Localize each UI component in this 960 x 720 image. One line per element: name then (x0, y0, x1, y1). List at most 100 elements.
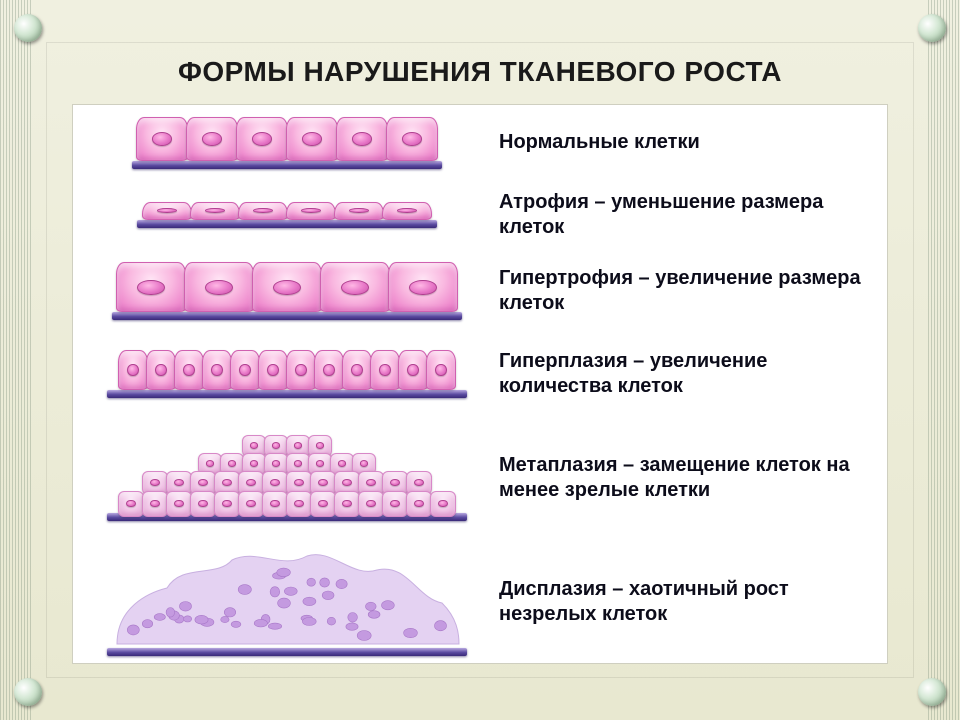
tissue-cell (202, 350, 232, 390)
dysplasia-nucleus (231, 621, 241, 627)
tissue-cell (236, 117, 288, 161)
dysplasia-nucleus (238, 585, 251, 595)
cell-nucleus (252, 132, 272, 145)
cell-nucleus (127, 364, 138, 376)
tissue-cell (258, 350, 288, 390)
corner-bead-top-left (14, 14, 42, 42)
cell-nucleus (202, 132, 222, 145)
tissue-cell (336, 117, 388, 161)
tissue-cell (286, 350, 316, 390)
row-label-hyperplasia: Гиперплазия – увеличение количества клет… (487, 349, 869, 399)
cell-nucleus (211, 364, 222, 376)
dysplasia-nucleus (254, 620, 267, 628)
cell-nucleus (174, 479, 184, 486)
diagram-row-hyperplasia: Гиперплазия – увеличение количества клет… (73, 334, 887, 414)
tissue-cell (334, 202, 384, 220)
dysplasia-nucleus (166, 608, 175, 618)
diagram-row-metaplasia: Метаплазия – замещение клеток на менее з… (73, 414, 887, 542)
cell-nucleus (316, 442, 325, 448)
tissue-cell (320, 262, 390, 312)
dysplasia-nucleus (303, 597, 316, 605)
cell-nucleus (360, 460, 369, 466)
cell-nucleus (157, 208, 176, 213)
corner-bead-top-right (918, 14, 946, 42)
cell-nucleus (174, 500, 184, 508)
cell-nucleus (409, 280, 436, 295)
cell-nucleus (273, 280, 300, 295)
cell-nucleus (323, 364, 334, 376)
tissue-illustration-hyperplasia (87, 350, 487, 398)
dysplasia-nucleus (142, 620, 152, 628)
row-label-hypertrophy: Гипертрофия – увеличение размера клеток (487, 266, 869, 316)
cell-nucleus (390, 500, 400, 508)
tissue-cell (214, 491, 240, 517)
tissue-cell (184, 262, 254, 312)
dysplasia-nucleus (320, 578, 330, 587)
tissue-cell (118, 491, 144, 517)
cell-nucleus (397, 208, 416, 213)
cell-nucleus (253, 208, 272, 213)
tissue-cell (136, 117, 188, 161)
tissue-cell (262, 491, 288, 517)
dysplasia-nucleus (278, 598, 291, 608)
cell-nucleus (250, 442, 259, 448)
tissue-cell (398, 350, 428, 390)
cell-nucleus (414, 500, 424, 508)
tissue-cell (382, 202, 432, 220)
cell-nucleus (222, 500, 232, 508)
cell-nucleus (407, 364, 418, 376)
dysplasia-nucleus (224, 608, 235, 617)
cell-nucleus (126, 500, 136, 508)
decor-stripes-left (0, 0, 32, 720)
row-label-dysplasia: Дисплазия – хаотичный рост незрелых клет… (487, 577, 869, 627)
cell-nucleus (316, 460, 325, 466)
cell-nucleus (438, 500, 448, 508)
dysplasia-nucleus (435, 621, 447, 631)
cell-nucleus (338, 460, 347, 466)
cell-nucleus (150, 500, 160, 508)
dysplasia-mass (107, 548, 467, 648)
tissue-cell (342, 350, 372, 390)
cell-nucleus (246, 479, 256, 486)
dysplasia-nucleus (336, 580, 347, 589)
tissue-illustration-hypertrophy (87, 262, 487, 320)
tissue-cell (406, 491, 432, 517)
cell-nucleus (198, 500, 208, 508)
tissue-cell (386, 117, 438, 161)
cell-nucleus (302, 132, 322, 145)
tissue-cell (186, 117, 238, 161)
diagram-row-atrophy: Атрофия – уменьшение размера клеток (73, 181, 887, 249)
cell-nucleus (341, 280, 368, 295)
dysplasia-nucleus (195, 616, 208, 625)
tissue-cell (358, 491, 384, 517)
diagram-panel: Нормальные клеткиАтрофия – уменьшение ра… (72, 104, 888, 664)
cell-nucleus (366, 500, 376, 508)
cell-nucleus (435, 364, 446, 376)
cell-nucleus (183, 364, 194, 376)
basal-membrane (107, 648, 467, 656)
cell-nucleus (318, 479, 328, 486)
cell-nucleus (246, 500, 256, 508)
cell-nucleus (294, 479, 304, 486)
tissue-cell (286, 117, 338, 161)
basal-membrane (112, 312, 462, 320)
tissue-cell (174, 350, 204, 390)
cell-nucleus (390, 479, 400, 486)
tissue-cell (190, 491, 216, 517)
cell-nucleus (294, 500, 304, 508)
cell-nucleus (155, 364, 166, 376)
dysplasia-nucleus (154, 614, 165, 621)
basal-membrane (137, 220, 437, 228)
cell-nucleus (272, 442, 281, 448)
tissue-cell (116, 262, 186, 312)
cell-nucleus (205, 280, 232, 295)
cell-nucleus (352, 132, 372, 145)
tissue-cell (314, 350, 344, 390)
cell-nucleus (301, 208, 320, 213)
tissue-cell (146, 350, 176, 390)
tissue-cell (118, 350, 148, 390)
basal-membrane (107, 390, 467, 398)
diagram-row-normal: Нормальные клетки (73, 105, 887, 181)
tissue-illustration-dysplasia (87, 548, 487, 656)
tissue-cell (238, 491, 264, 517)
